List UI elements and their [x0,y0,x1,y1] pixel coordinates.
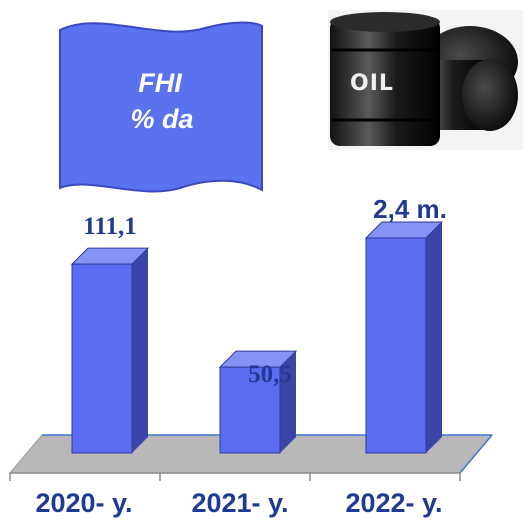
bar-2021-front [219,366,281,454]
banner-line1: FHI [138,68,182,98]
bar-2022 [364,221,444,454]
value-label-2021: 50,5 [248,361,292,388]
bar-2022-side [426,222,442,453]
bar-2021-side [280,351,296,453]
banner-line2: % da [130,104,193,134]
category-label-2021: 2021- y. [191,488,288,518]
bar-2020-front [71,263,133,454]
floor-right-edge [459,434,493,474]
banner-flag-shape [59,21,263,193]
banner: FHI % da [59,21,263,193]
value-label-2020: 111,1 [83,213,137,240]
bars-group [70,221,444,454]
bar-2020 [70,247,150,454]
bar-2022-front [365,237,427,454]
oil-barrels-icon: OIL [328,10,523,150]
bar-2021 [218,350,298,454]
oil-label: OIL [350,71,394,96]
bar-2020-side [132,248,148,453]
value-label-2022: 2,4 m. [373,194,447,224]
category-label-2020: 2020- y. [35,488,132,518]
category-label-2022: 2022- y. [345,488,442,518]
